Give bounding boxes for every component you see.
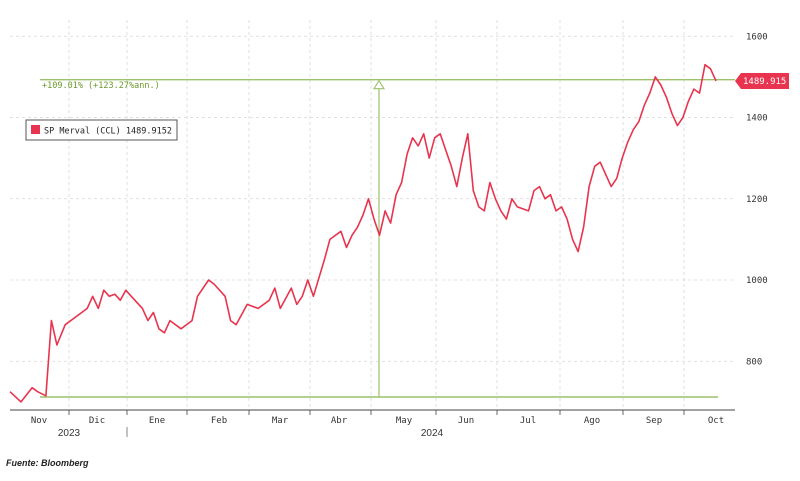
year-label: 2024 xyxy=(421,428,444,439)
x-tick-label: Mar xyxy=(272,416,289,426)
x-tick-label: Nov xyxy=(31,416,47,426)
legend-label: SP Merval (CCL) 1489.9152 xyxy=(44,127,172,137)
last-value-tag: 1489.915 xyxy=(735,72,789,89)
x-tick-label: Dic xyxy=(89,416,105,426)
x-tick-label: Ene xyxy=(149,416,165,426)
x-tick-label: Oct xyxy=(708,416,724,426)
x-tick-label: Feb xyxy=(211,416,227,426)
x-tick-label: May xyxy=(396,416,413,426)
x-tick-label: Ago xyxy=(584,416,600,426)
legend-swatch xyxy=(31,125,40,134)
y-tick-label: 1600 xyxy=(746,32,768,42)
x-tick-label: Jul xyxy=(520,416,536,426)
x-tick-label: Abr xyxy=(331,416,348,426)
y-axis: 800 1000 1200 1400 1600 xyxy=(746,32,768,367)
series-layer xyxy=(9,63,717,403)
grid-lines xyxy=(10,20,735,410)
year-label: 2023 xyxy=(58,428,81,439)
source-note: Fuente: Bloomberg xyxy=(6,458,89,468)
y-tick-label: 1200 xyxy=(746,195,768,205)
y-tick-label: 1000 xyxy=(746,276,768,286)
reference-lines xyxy=(40,79,735,398)
x-tick-label: Sep xyxy=(646,416,662,426)
last-value-label: 1489.915 xyxy=(743,77,786,87)
reference-arrow-head xyxy=(373,79,385,90)
y-tick-label: 1400 xyxy=(746,114,768,124)
series-line-sp-merval xyxy=(9,63,717,403)
legend: SP Merval (CCL) 1489.9152 xyxy=(25,119,178,141)
y-tick-label: 800 xyxy=(746,357,762,367)
x-tick-label: Jun xyxy=(458,416,474,426)
x-axis: Nov Dic Ene Feb Mar Abr May Jun Jul Ago Sep Oct 2023… xyxy=(10,409,735,439)
performance-annotation: +109.01% (+123.27%ann.) xyxy=(42,81,160,91)
